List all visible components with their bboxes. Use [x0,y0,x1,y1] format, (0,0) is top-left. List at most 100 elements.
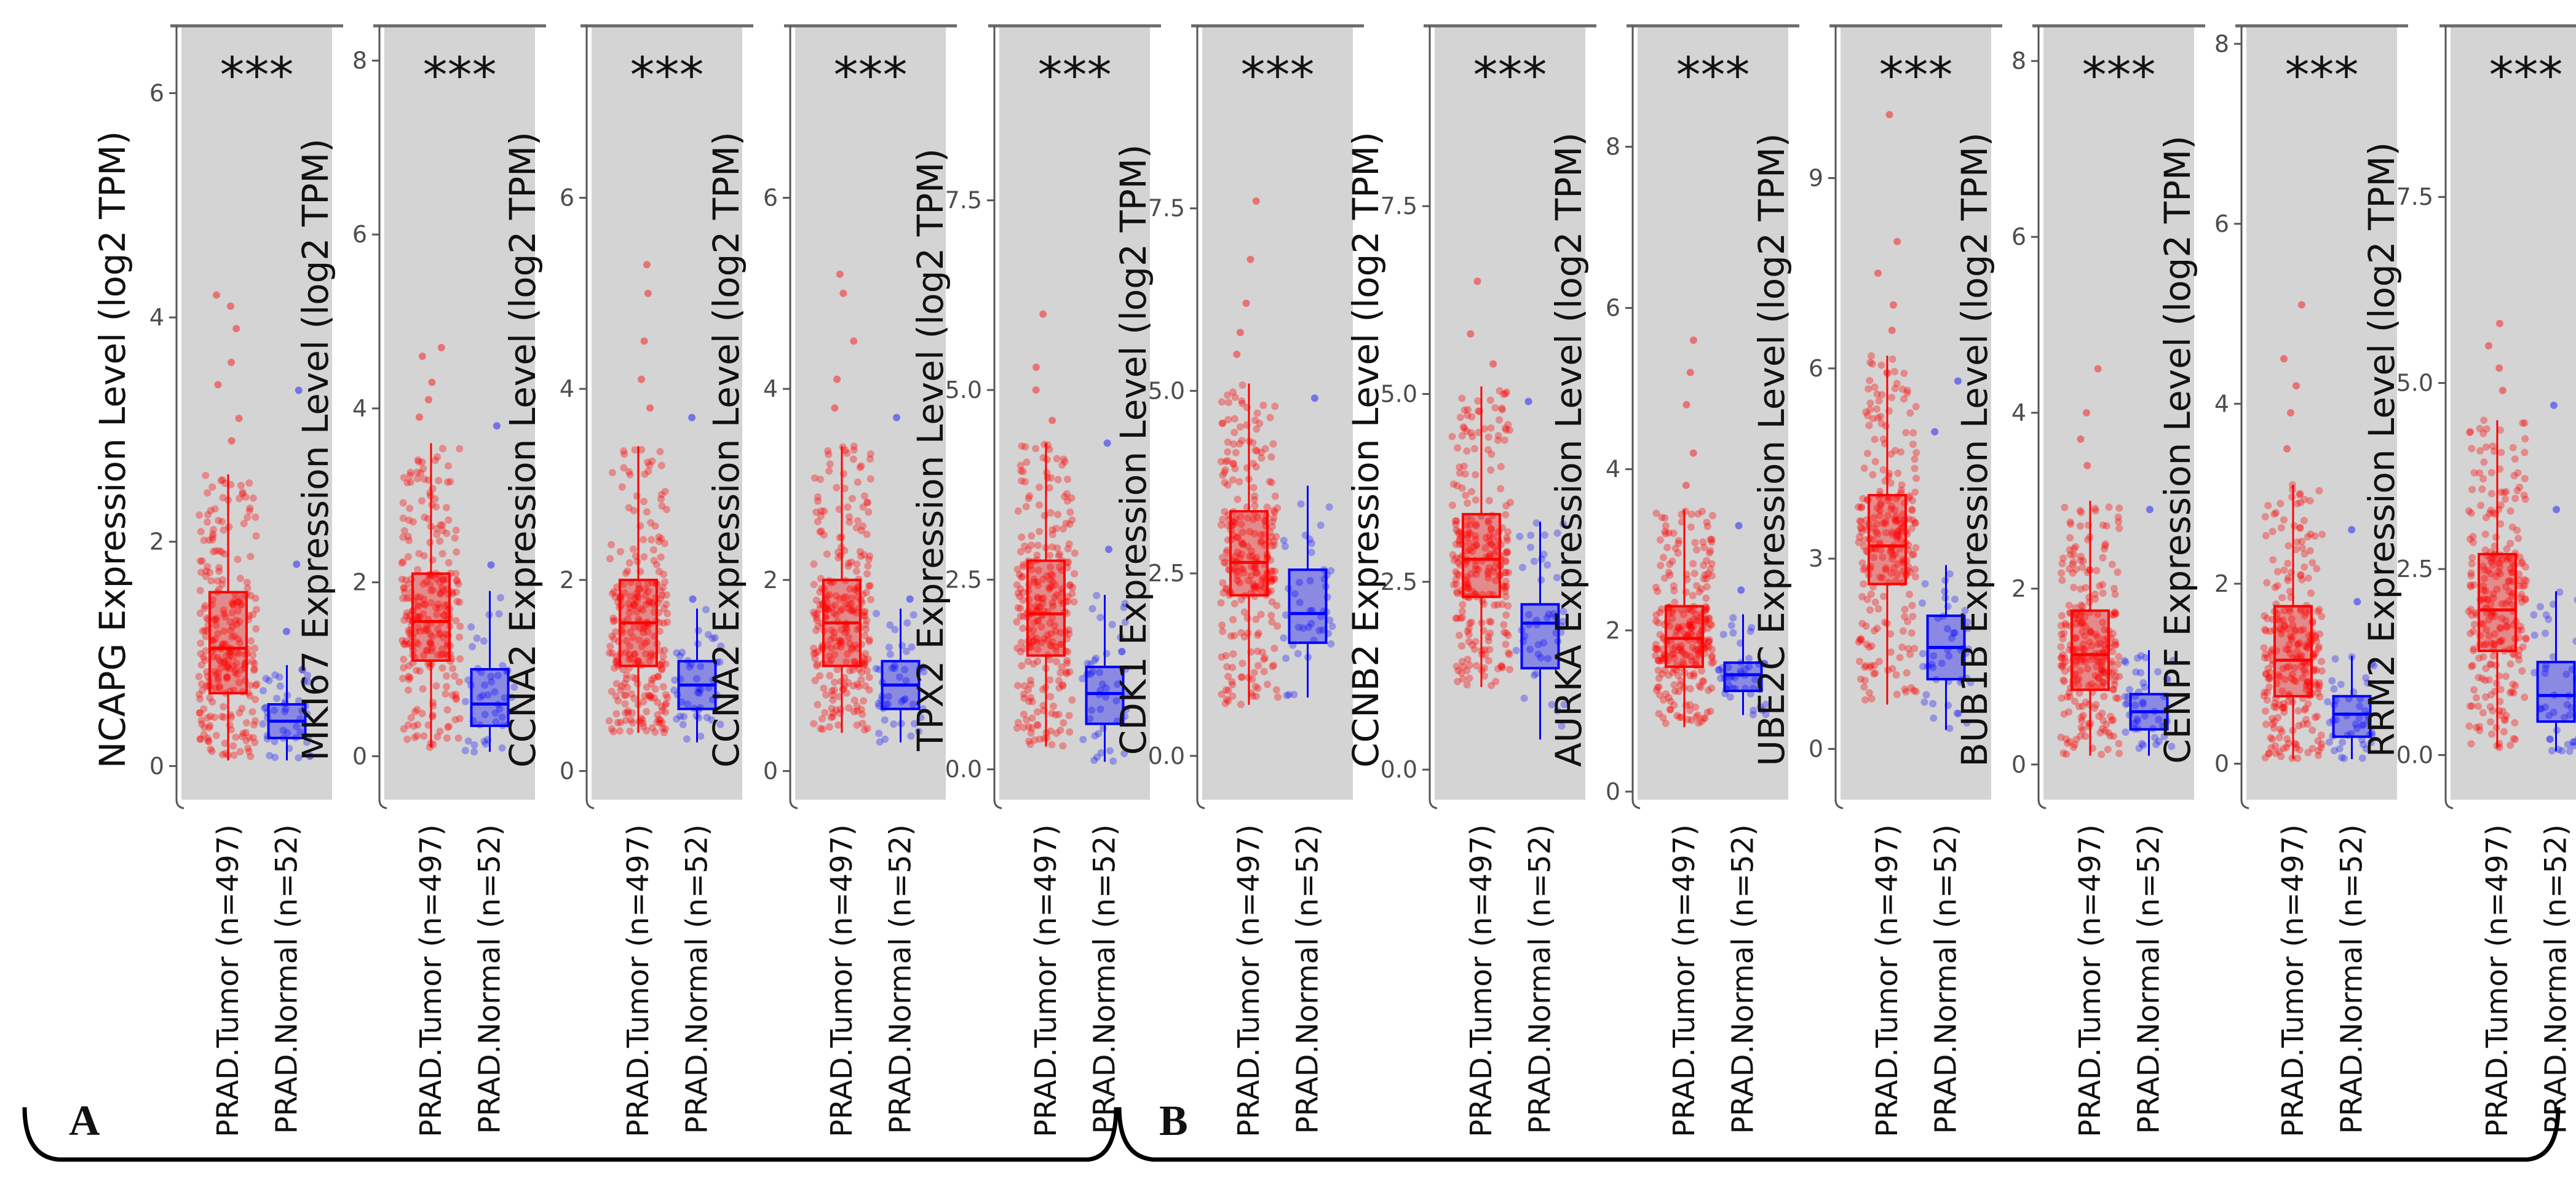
data-point [1013,581,1021,589]
data-point [436,727,444,735]
data-point [2467,572,2475,580]
data-point [2285,640,2293,648]
data-point [1270,507,1278,515]
data-point [197,639,205,647]
data-point [1054,511,1062,519]
data-point [2082,733,2090,741]
data-point [2558,747,2566,755]
data-point [432,604,440,612]
data-point [849,455,857,463]
data-point [1670,654,1678,662]
data-point [436,629,444,637]
data-point [1463,427,1471,435]
data-point [2261,626,2269,634]
outlier-point [1931,428,1939,436]
data-point [2266,627,2274,635]
data-point [443,683,451,691]
data-point [2077,601,2085,609]
data-point [1484,519,1492,527]
data-point [1017,585,1024,593]
data-point [215,547,223,555]
data-point [496,705,504,713]
data-point [1048,571,1056,579]
data-point [655,715,663,723]
data-point [2264,688,2272,696]
data-point [1656,631,1664,639]
outlier-point [1252,197,1260,205]
data-point [1697,683,1705,691]
data-point [2159,722,2167,730]
data-point [216,664,224,672]
data-point [641,623,649,631]
data-point [243,578,251,586]
data-point [1692,616,1700,624]
data-point [2306,497,2314,505]
data-point [813,614,821,622]
data-point [440,611,448,619]
data-point [1494,601,1502,609]
data-point [841,446,849,454]
data-point [1544,655,1552,663]
data-point [2363,745,2371,753]
data-point [1758,706,1766,714]
data-point [1045,484,1053,492]
data-point [1035,501,1043,509]
data-point [863,498,871,506]
data-point [1879,553,1887,561]
iqr-box [1026,559,1066,657]
data-point [2265,675,2273,683]
outlier-point [644,289,652,297]
data-point [2105,503,2113,511]
data-point [2280,744,2288,752]
y-tick-label: 2 [149,528,164,555]
data-point [2108,717,2116,725]
data-point [2079,711,2087,719]
data-point [1024,495,1032,503]
data-point [1063,659,1071,667]
data-point [1472,535,1480,543]
data-point [2057,654,2065,662]
data-point [2079,627,2087,635]
data-point [1034,617,1042,625]
data-point [1891,515,1899,523]
data-point [1526,645,1534,653]
data-point [1898,385,1906,393]
data-point [640,553,648,561]
data-point [2078,618,2086,626]
x-label-tumor: PRAD.Tumor (n=497) [1464,824,1499,1137]
data-point [207,745,215,753]
data-point [1694,646,1702,654]
data-point [2566,747,2574,755]
data-point [1018,533,1026,541]
data-point [2502,600,2510,608]
data-point [2070,584,2078,592]
data-point [1048,530,1056,538]
data-point [2313,565,2321,573]
data-point [414,640,422,648]
data-point [849,666,857,674]
data-point [443,672,451,680]
data-point [1866,663,1874,671]
data-point [1224,399,1232,407]
data-point [651,522,659,530]
data-point [631,446,639,454]
data-point [2098,666,2106,674]
data-point [413,612,421,620]
data-point [226,651,234,659]
data-point [627,655,635,663]
data-point [2274,671,2282,679]
data-point [2475,654,2483,662]
data-point [866,552,874,560]
data-point [1246,528,1254,536]
data-point [1066,581,1074,589]
data-point [829,691,837,699]
data-point [2067,520,2075,528]
data-point [1540,639,1548,647]
data-point [238,704,246,712]
data-point [2261,654,2269,662]
data-point [216,683,224,691]
data-point [438,664,446,672]
data-point [2296,499,2304,507]
data-point [1222,651,1230,659]
data-point [2101,645,2109,653]
